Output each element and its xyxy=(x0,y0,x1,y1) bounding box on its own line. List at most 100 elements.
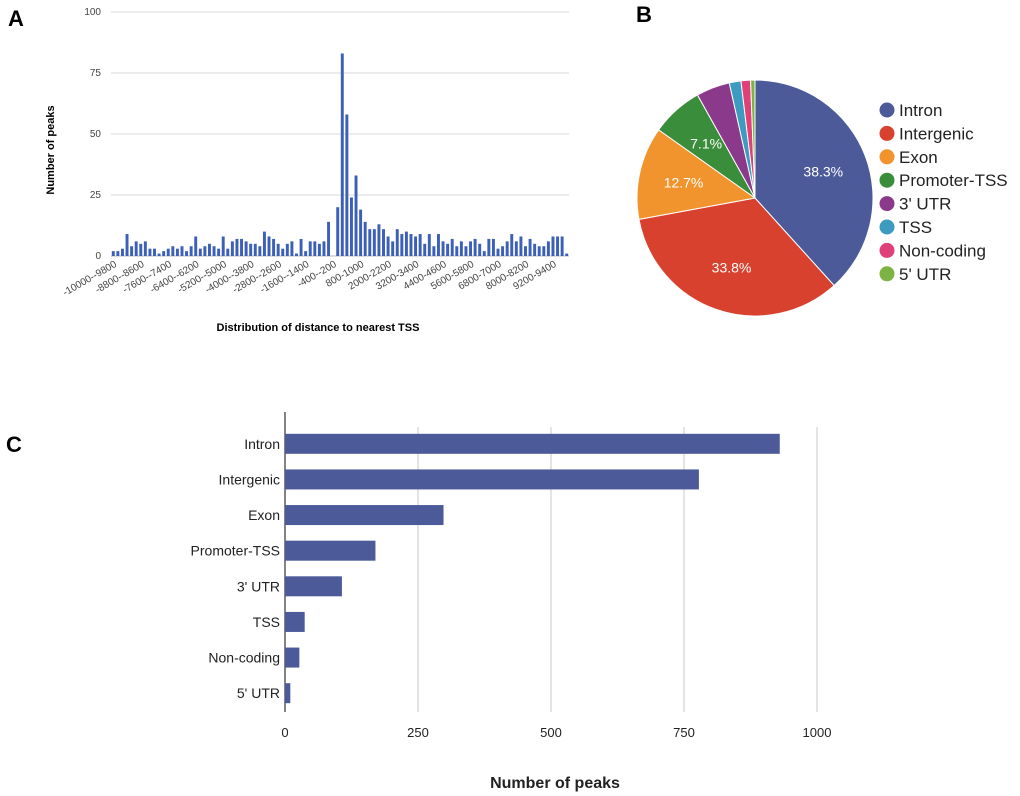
histogram-bar xyxy=(469,241,472,256)
histogram-bar xyxy=(391,241,395,256)
pie-chart: 38.3% 33.8% 12.7% 7.1% Intron Intergenic Exon… xyxy=(636,79,1008,317)
histogram-bar xyxy=(560,236,564,256)
bar-rect xyxy=(285,611,305,632)
histogram-bar xyxy=(208,243,211,256)
pie-slice-label: 12.7% xyxy=(664,174,704,190)
histogram-bar xyxy=(221,236,225,256)
pie-slice-label: 38.3% xyxy=(803,164,843,180)
histogram-bar xyxy=(491,238,495,256)
pie-legend-swatch xyxy=(879,172,895,188)
bar-category-label: Non-coding xyxy=(208,650,280,666)
histogram-bar xyxy=(432,246,436,256)
panel-label-a: A xyxy=(8,6,24,31)
histogram-bar xyxy=(446,243,450,256)
histogram-chart: 0 25 50 75 100 -10000--9800-8800--8600-7600-… xyxy=(45,7,569,334)
histogram-bar xyxy=(304,251,308,256)
histogram-bar xyxy=(533,243,537,256)
histogram-bar xyxy=(308,241,312,256)
histogram-y-tick-label: 25 xyxy=(90,190,102,201)
histogram-bar xyxy=(354,175,358,256)
histogram-bar xyxy=(409,234,413,256)
histogram-bar xyxy=(496,248,500,256)
histogram-bar xyxy=(313,241,317,256)
histogram-bar xyxy=(519,236,523,256)
histogram-bar xyxy=(528,238,532,256)
histogram-y-tick-label: 0 xyxy=(95,251,101,262)
histogram-bar xyxy=(473,238,477,256)
histogram-bar xyxy=(212,246,216,256)
bar-rect xyxy=(285,469,699,490)
bar-x-tick-label: 500 xyxy=(540,725,562,740)
histogram-bar xyxy=(267,236,271,256)
histogram-bar xyxy=(235,238,239,256)
bar-x-tick-label: 250 xyxy=(407,725,429,740)
pie-legend-label: 5' UTR xyxy=(899,265,951,284)
bar-category-labels: Intron Intergenic Exon Promoter-TSS 3' UTR TS… xyxy=(191,436,280,701)
histogram-bar xyxy=(359,209,363,256)
bar-x-tick-label: 750 xyxy=(673,725,695,740)
histogram-bar xyxy=(262,231,266,256)
histogram-bar xyxy=(322,241,326,256)
histogram-bar xyxy=(153,248,156,256)
bar-gridlines xyxy=(284,412,818,712)
histogram-bar xyxy=(299,238,303,256)
histogram-bar xyxy=(185,251,189,256)
histogram-bar xyxy=(441,241,445,256)
histogram-bar xyxy=(400,234,404,256)
histogram-bar xyxy=(327,221,331,256)
bar-rect xyxy=(285,433,780,454)
histogram-bar xyxy=(249,243,253,256)
histogram-bar xyxy=(510,234,514,256)
histogram-bar xyxy=(368,229,372,256)
histogram-bar xyxy=(404,231,408,256)
histogram-bar xyxy=(162,251,166,256)
bar-chart: Intron Intergenic Exon Promoter-TSS 3' UTR TS… xyxy=(191,412,831,792)
histogram-bar xyxy=(455,246,459,256)
histogram-bar xyxy=(565,253,569,256)
histogram-bar xyxy=(418,234,422,256)
histogram-bar xyxy=(139,243,143,256)
bar-bars xyxy=(285,433,780,704)
bar-x-axis-title: Number of peaks xyxy=(490,775,620,792)
pie-legend-swatch xyxy=(879,102,895,118)
histogram-bar xyxy=(258,246,262,256)
histogram-bar xyxy=(226,248,230,256)
panel-label-c: C xyxy=(6,432,22,457)
bar-category-label: Intergenic xyxy=(219,471,280,487)
histogram-bar xyxy=(382,229,385,256)
histogram-bar xyxy=(276,243,280,256)
histogram-bar xyxy=(194,236,198,256)
bar-rect xyxy=(285,647,300,668)
histogram-bar xyxy=(363,221,367,256)
histogram-bar xyxy=(524,246,527,256)
histogram-bar xyxy=(349,197,353,256)
histogram-bar xyxy=(345,114,349,256)
histogram-bar xyxy=(281,248,285,256)
histogram-bar xyxy=(336,207,340,256)
histogram-bar xyxy=(514,241,518,256)
histogram-bar xyxy=(217,248,221,256)
pie-legend-label: Non-coding xyxy=(899,241,986,260)
histogram-bar xyxy=(482,251,486,256)
histogram-x-ticks: -10000--9800-8800--8600-7600--7400-6400-… xyxy=(61,259,559,299)
histogram-gridlines xyxy=(111,11,569,257)
histogram-bar xyxy=(505,241,509,256)
histogram-bar xyxy=(372,229,376,256)
pie-legend-label: TSS xyxy=(899,218,932,237)
histogram-bar xyxy=(148,248,152,256)
histogram-bar xyxy=(180,246,184,256)
bar-rect xyxy=(285,540,376,561)
bar-x-tick-label: 0 xyxy=(281,725,288,740)
histogram-bar xyxy=(464,246,468,256)
histogram-bar xyxy=(230,241,234,256)
histogram-bar xyxy=(487,238,491,256)
histogram-bar xyxy=(423,243,427,256)
histogram-bar xyxy=(556,236,560,256)
pie-slice-label: 33.8% xyxy=(712,259,752,275)
pie-legend: Intron Intergenic Exon Promoter-TSS 3' UTR TS… xyxy=(879,101,1008,284)
bar-category-label: Promoter-TSS xyxy=(191,543,280,559)
histogram-bar xyxy=(157,253,161,256)
histogram-bar xyxy=(125,234,129,256)
histogram-bar xyxy=(386,236,390,256)
histogram-bar xyxy=(175,248,179,256)
